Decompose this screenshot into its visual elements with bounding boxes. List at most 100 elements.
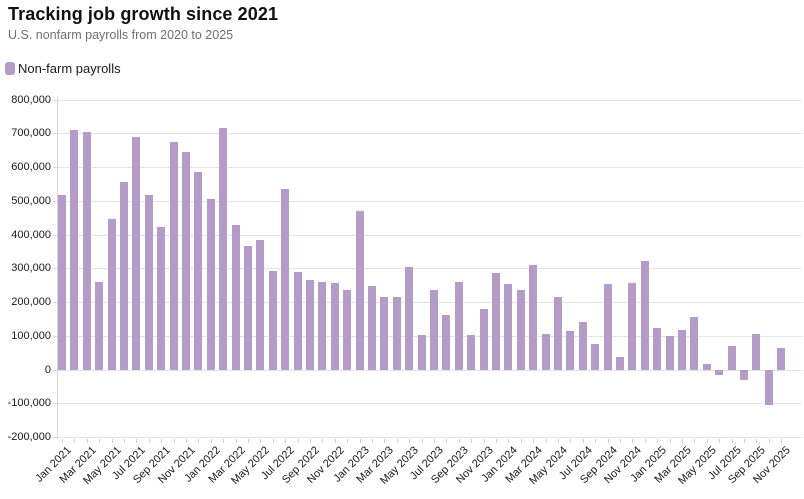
bar[interactable] — [330, 283, 339, 370]
bar[interactable] — [628, 282, 637, 370]
x-axis-tick — [297, 438, 299, 443]
x-axis-tick — [124, 438, 125, 443]
bar[interactable] — [231, 224, 240, 370]
y-axis-label: -200,000 — [7, 431, 51, 443]
bar[interactable] — [727, 346, 736, 370]
bar[interactable] — [343, 289, 352, 370]
bar[interactable] — [368, 286, 376, 370]
y-axis-line — [57, 97, 58, 439]
bar[interactable] — [70, 130, 79, 370]
page-subtitle: U.S. nonfarm payrolls from 2020 to 2025 — [8, 28, 234, 42]
x-axis-tick — [620, 438, 621, 443]
bar[interactable] — [144, 195, 153, 370]
x-axis-tick — [719, 438, 721, 443]
bar[interactable] — [268, 271, 277, 370]
bar[interactable] — [653, 327, 662, 370]
bar[interactable] — [616, 356, 624, 370]
x-axis-tick — [434, 438, 435, 443]
x-axis-tick — [285, 438, 287, 443]
bar[interactable] — [529, 265, 538, 370]
bar[interactable] — [132, 137, 141, 370]
x-axis-tick — [669, 438, 671, 443]
legend-label: Non-farm payrolls — [18, 60, 121, 76]
gridline — [57, 234, 802, 236]
bar[interactable] — [380, 296, 389, 370]
bar[interactable] — [541, 333, 550, 370]
bar[interactable] — [640, 260, 649, 370]
bar[interactable] — [182, 151, 190, 370]
x-axis-tick — [186, 438, 187, 443]
x-axis-tick — [384, 438, 386, 443]
bar[interactable] — [120, 182, 128, 370]
x-axis-tick — [396, 438, 398, 443]
bar[interactable] — [157, 226, 166, 370]
bar[interactable] — [281, 188, 290, 370]
bar[interactable] — [467, 335, 476, 370]
bar[interactable] — [256, 240, 265, 370]
x-axis-tick — [744, 438, 745, 443]
y-axis-label: 100,000 — [11, 329, 51, 342]
x-axis-tick — [334, 438, 336, 443]
bar[interactable] — [603, 284, 612, 370]
bar[interactable] — [107, 219, 116, 370]
bar[interactable] — [578, 321, 587, 370]
bar[interactable] — [58, 194, 66, 370]
x-axis-tick — [235, 438, 237, 443]
bar[interactable] — [764, 370, 773, 406]
y-axis-tick — [53, 268, 57, 270]
x-axis-tick — [731, 438, 733, 443]
bar[interactable] — [293, 271, 302, 370]
x-axis-tick — [533, 438, 535, 443]
bar[interactable] — [665, 336, 674, 370]
y-axis-tick — [53, 437, 57, 438]
bar[interactable] — [206, 199, 215, 370]
bar[interactable] — [306, 279, 314, 370]
bar[interactable] — [702, 363, 711, 370]
bar[interactable] — [492, 272, 500, 370]
x-axis-tick — [136, 438, 138, 443]
bar[interactable] — [442, 314, 451, 370]
bar[interactable] — [219, 128, 228, 370]
bar[interactable] — [591, 343, 600, 370]
bar[interactable] — [194, 171, 203, 370]
bar[interactable] — [690, 317, 699, 370]
x-axis-tick — [210, 438, 212, 443]
bar[interactable] — [454, 282, 463, 370]
y-axis-tick — [53, 369, 57, 371]
bar[interactable] — [244, 245, 252, 370]
bar[interactable] — [715, 370, 724, 375]
x-axis-tick — [781, 438, 783, 443]
x-axis-tick — [248, 438, 249, 443]
bar[interactable] — [504, 283, 513, 370]
bar[interactable] — [95, 281, 104, 370]
x-axis-tick — [483, 438, 485, 443]
x-axis-tick — [682, 438, 683, 443]
bar[interactable] — [405, 266, 414, 370]
bar[interactable] — [392, 296, 401, 370]
x-axis-tick — [558, 438, 559, 443]
x-axis-tick — [458, 438, 460, 443]
x-axis-tick — [111, 438, 113, 443]
gridline — [57, 302, 802, 303]
bar[interactable] — [169, 141, 178, 370]
y-axis-tick — [53, 302, 57, 303]
x-axis-tick — [657, 438, 659, 443]
bar[interactable] — [516, 290, 525, 370]
bar[interactable] — [678, 330, 686, 370]
bar[interactable] — [554, 297, 562, 370]
x-axis-tick — [62, 438, 63, 443]
bar[interactable] — [82, 132, 91, 370]
bar[interactable] — [752, 333, 761, 370]
bar[interactable] — [430, 290, 438, 370]
x-axis-tick — [768, 438, 770, 443]
bar[interactable] — [417, 335, 426, 370]
x-axis-tick — [260, 438, 262, 443]
bar[interactable] — [566, 331, 575, 370]
x-axis-tick — [173, 438, 175, 443]
y-axis-tick — [53, 200, 57, 202]
bar[interactable] — [318, 281, 327, 370]
bar[interactable] — [355, 210, 364, 370]
bar[interactable] — [777, 348, 786, 370]
bar[interactable] — [479, 308, 488, 370]
bar[interactable] — [740, 370, 748, 380]
